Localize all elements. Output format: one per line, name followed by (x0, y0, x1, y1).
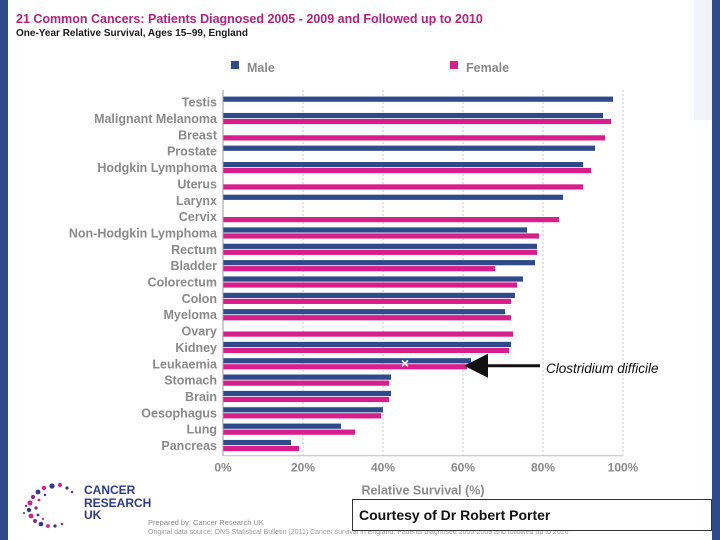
bar-female (223, 167, 591, 174)
annotation-cross-marker: × (401, 355, 409, 371)
bar-female (223, 249, 537, 255)
bar-female (223, 298, 511, 304)
bar-male (223, 292, 515, 298)
bar-male (223, 243, 537, 249)
legend-swatch-female (450, 61, 458, 69)
bar-female (223, 364, 467, 370)
bar-female (223, 315, 511, 321)
bar-female (223, 413, 381, 419)
chart-subtitle: One-Year Relative Survival, Ages 15–99, … (16, 28, 248, 39)
category-label: Myeloma (164, 308, 219, 322)
x-tick-label: 0% (214, 461, 232, 475)
bar-male (223, 390, 391, 397)
category-label: Kidney (175, 341, 217, 355)
courtesy-box: Courtesy of Dr Robert Porter (352, 499, 712, 531)
category-label: Malignant Melanoma (94, 112, 218, 126)
logo-line-uk: UK (84, 508, 102, 522)
bar-female (223, 380, 389, 386)
bar-male (223, 341, 511, 348)
bar-female (223, 347, 509, 354)
category-label: Prostate (167, 145, 217, 159)
bar-male (223, 96, 613, 102)
bar-male (223, 374, 391, 380)
x-tick-label: 100% (608, 461, 639, 475)
bar-female (223, 184, 583, 190)
bar-male (223, 260, 535, 266)
category-label: Cervix (179, 210, 217, 224)
logo-line-research: RESEARCH (84, 495, 152, 510)
category-label: Uterus (177, 177, 217, 191)
x-axis-label: Relative Survival (%) (362, 484, 485, 498)
annotation-arrow-head (464, 353, 488, 378)
clostridium-annotation-label: Clostridium difficile (546, 361, 659, 376)
bar-male (223, 112, 603, 119)
logo-dots-icon (23, 483, 74, 528)
category-label: Brain (185, 390, 217, 404)
bar-male (223, 423, 341, 429)
logo-line-cancer: CANCER (84, 483, 136, 497)
category-label: Colon (182, 292, 217, 306)
bar-male (223, 407, 383, 413)
x-tick-label: 60% (451, 461, 475, 475)
legend-label-male: Male (247, 61, 275, 75)
bar-female (223, 233, 539, 239)
category-label: Non-Hodgkin Lymphoma (69, 226, 218, 240)
logo-wordmark: CANCER RESEARCH UK (84, 484, 151, 522)
bar-male (223, 145, 595, 151)
category-label: Leukaemia (152, 357, 218, 371)
chart-title: 21 Common Cancers: Patients Diagnosed 20… (16, 12, 483, 26)
cancer-research-uk-logo: CANCER RESEARCH UK (22, 478, 172, 530)
category-label: Colorectum (148, 276, 217, 290)
left-border-bar (0, 0, 8, 540)
category-label: Stomach (164, 374, 217, 388)
x-tick-label: 20% (291, 461, 315, 475)
category-label: Pancreas (161, 439, 217, 453)
courtesy-text: Courtesy of Dr Robert Porter (359, 507, 551, 523)
category-label: Oesophagus (141, 406, 217, 420)
prepared-by-text: Prepared by: Cancer Research UK (148, 518, 264, 527)
x-tick-label: 80% (531, 461, 555, 475)
bar-male (223, 358, 471, 364)
bar-male (223, 439, 291, 446)
bar-female (223, 445, 299, 452)
bar-female (223, 266, 495, 272)
legend-label-female: Female (466, 61, 509, 75)
category-label: Rectum (171, 243, 217, 257)
bar-male (223, 194, 563, 200)
category-label: Breast (178, 128, 218, 142)
category-label: Hodgkin Lymphoma (97, 161, 218, 175)
category-label: Testis (182, 96, 217, 110)
category-label: Ovary (182, 325, 217, 339)
background-strip (694, 0, 712, 120)
bar-female (223, 331, 513, 337)
category-label: Lung (186, 423, 217, 437)
right-border-bar (712, 0, 720, 540)
bar-female (223, 118, 611, 125)
category-label: Larynx (176, 194, 217, 208)
x-tick-label: 40% (371, 461, 395, 475)
bar-female (223, 217, 559, 223)
bar-male (223, 276, 523, 282)
bar-female (223, 396, 389, 403)
legend-swatch-male (231, 61, 239, 69)
bar-male (223, 309, 505, 315)
bar-female (223, 282, 517, 288)
category-label: Bladder (170, 259, 217, 273)
bar-male (223, 161, 583, 168)
original-source-text: Original data source: ONS Statistical Bu… (148, 529, 569, 536)
bar-female (223, 135, 605, 141)
bar-female (223, 429, 355, 435)
bar-male (223, 227, 527, 233)
